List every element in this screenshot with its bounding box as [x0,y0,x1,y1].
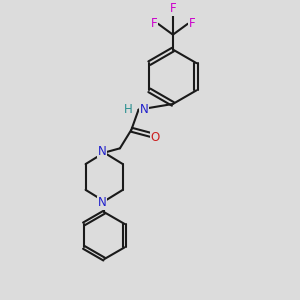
Text: F: F [150,17,157,30]
Text: N: N [140,103,149,116]
Text: O: O [151,131,160,144]
Text: H: H [124,103,132,116]
Text: F: F [189,17,195,30]
Text: F: F [169,2,176,15]
Text: N: N [98,196,106,209]
Text: N: N [98,145,106,158]
